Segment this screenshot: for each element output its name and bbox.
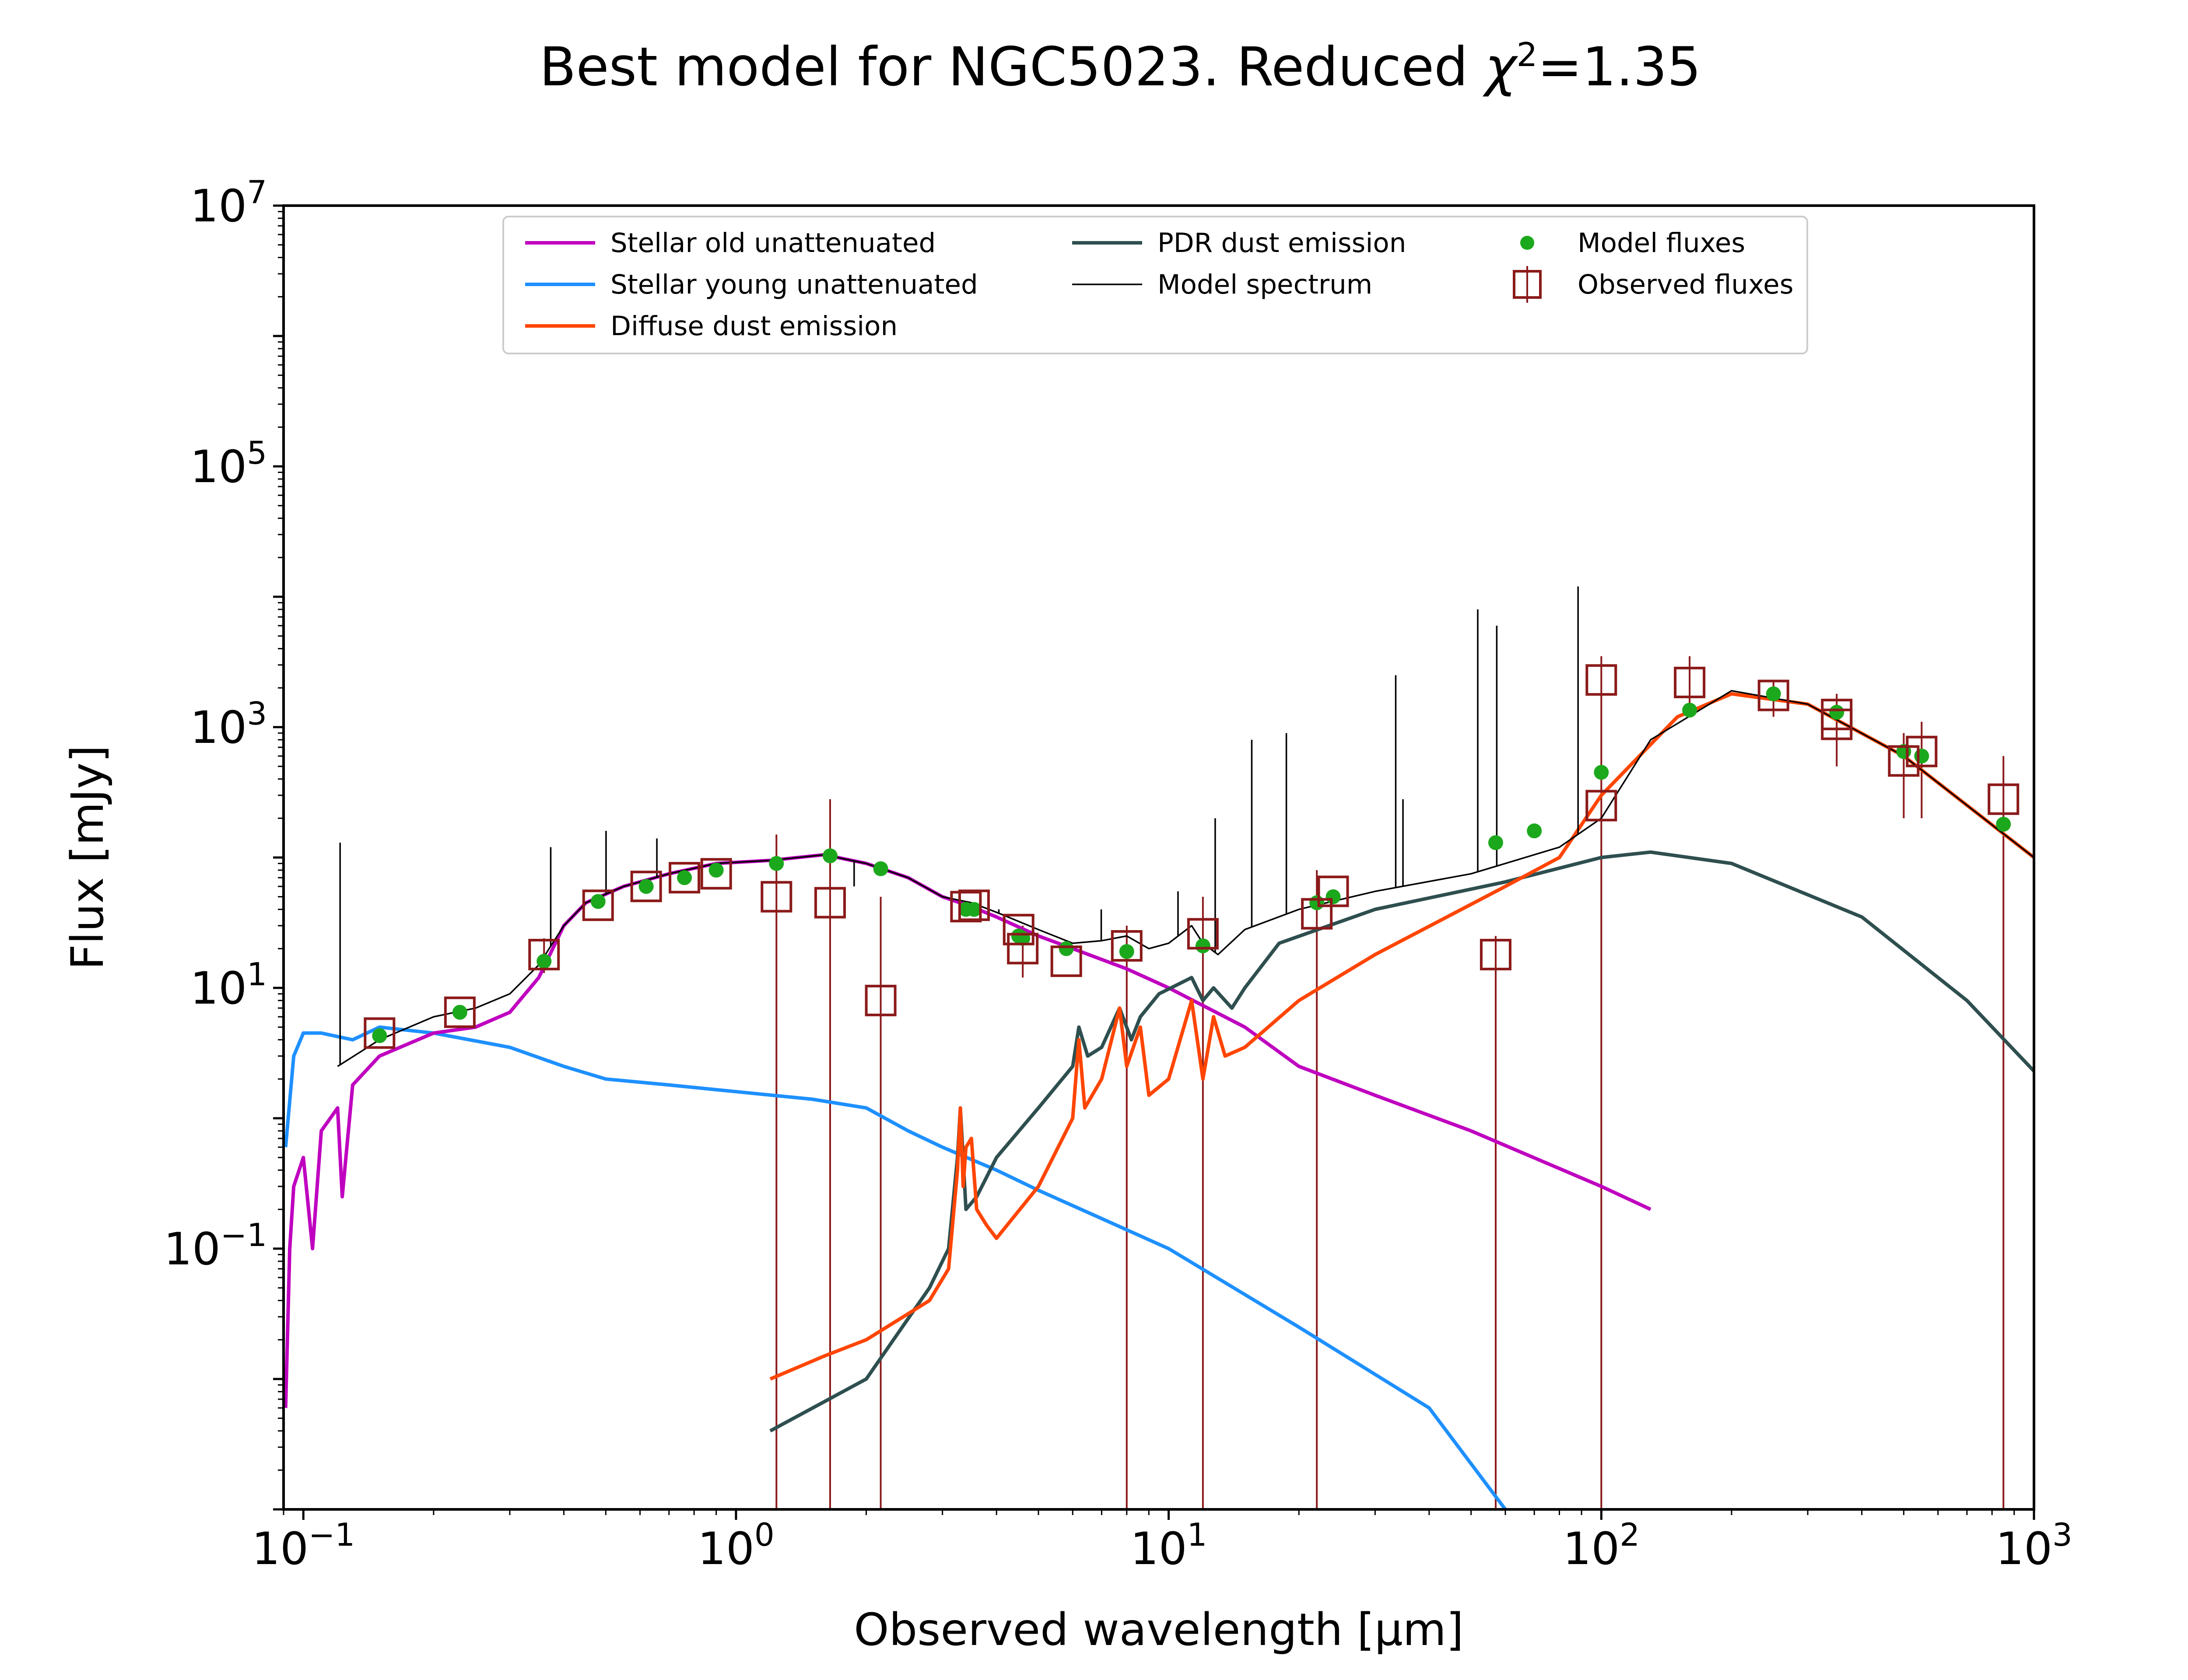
model-flux-point (452, 1004, 467, 1020)
model-flux-point (708, 862, 724, 878)
axis-ticks: 10−1 100 101 102 103 10−1 101 103 105 107 (164, 174, 2072, 1575)
axes-frame (282, 204, 2035, 1511)
plot-area (284, 586, 2034, 1509)
legend-item-pdr-dust-emission: PDR dust emission (1072, 228, 1406, 259)
x-tick-label: 102 (1563, 1516, 1640, 1575)
model-flux-point (1309, 895, 1325, 910)
legend: Stellar old unattenuated Stellar young un… (502, 216, 1808, 354)
model-flux-point (638, 879, 654, 894)
observed-flux-point (669, 862, 701, 894)
observed-flux-point (761, 881, 792, 913)
legend-label: Observed fluxes (1578, 269, 1793, 300)
model-flux-point (822, 848, 838, 864)
observed-flux-point (1301, 898, 1333, 930)
y-tick-label: 107 (190, 174, 267, 232)
legend-label: Stellar young unattenuated (610, 269, 978, 300)
observed-flux-point (582, 889, 614, 921)
model-flux-point (1527, 823, 1542, 839)
observed-flux-point (364, 1017, 396, 1049)
y-tick-label: 10−1 (164, 1217, 267, 1275)
model-flux-point (1682, 703, 1697, 718)
model-flux-point (1996, 816, 2011, 832)
y-axis-label: Flux [mJy] (62, 745, 114, 970)
legend-label: Model spectrum (1157, 269, 1372, 300)
observed-flux-point (814, 887, 846, 919)
model-flux-point (966, 902, 982, 917)
observed-flux-point (1187, 918, 1219, 950)
legend-label: Model fluxes (1578, 228, 1745, 259)
observed-flux-point (1585, 664, 1617, 696)
observed-flux-point (700, 858, 732, 890)
model-flux-point (1325, 889, 1341, 904)
model-flux-point (590, 894, 606, 909)
observed-flux-point (1317, 875, 1349, 907)
observed-flux-point (528, 938, 560, 970)
observed-flux-point (1821, 708, 1853, 740)
observed-flux-point (1757, 679, 1789, 711)
legend-label: Stellar old unattenuated (610, 228, 936, 259)
legend-item-model-fluxes: Model fluxes (1520, 228, 1745, 259)
model-flux-point (1766, 686, 1781, 701)
observed-flux-point (444, 996, 476, 1028)
observed-flux-point (1906, 735, 1938, 767)
model-flux-point (1059, 941, 1074, 956)
x-tick-label: 103 (1995, 1516, 2072, 1575)
model-flux-point (1488, 835, 1503, 850)
model-flux-point (536, 954, 552, 969)
legend-item-stellar-young-unattenuated: Stellar young unattenuated (525, 269, 978, 300)
observed-flux-point (950, 891, 982, 923)
model-flux-point (372, 1028, 387, 1043)
x-axis-label: Observed wavelength [μm] (854, 1604, 1464, 1656)
observed-flux-point (1988, 783, 2020, 815)
observed-flux-point (865, 984, 897, 1016)
model-flux-point (1594, 765, 1609, 780)
series-line-model-spectrum (337, 690, 2034, 1067)
legend-label: PDR dust emission (1157, 228, 1406, 259)
legend-item-model-spectrum: Model spectrum (1072, 269, 1372, 300)
legend-item-stellar-old-unattenuated: Stellar old unattenuated (525, 228, 936, 259)
x-tick-label: 10−1 (252, 1516, 355, 1575)
legend-label: Diffuse dust emission (610, 311, 898, 342)
x-tick-label: 101 (1130, 1516, 1207, 1575)
model-flux-point (769, 856, 784, 871)
observed-flux-point (1585, 790, 1617, 822)
legend-item-diffuse-dust-emission: Diffuse dust emission (525, 311, 898, 342)
model-flux-point (677, 870, 692, 886)
observed-flux-point (1480, 938, 1511, 970)
model-flux-point (1914, 749, 1929, 764)
y-tick-label: 105 (190, 434, 267, 493)
x-tick-label: 100 (698, 1516, 775, 1575)
observed-flux-point (1674, 666, 1706, 698)
legend-box (502, 216, 1808, 354)
model-flux-point (1119, 944, 1134, 959)
series-line-stellar-old-unattenuated (284, 853, 1652, 1408)
series-line-stellar-young-unattenuated (284, 1025, 1507, 1509)
observed-flux-point (1007, 933, 1039, 965)
chart-title: Best model for NGC5023. Reduced χ2=1.35 (540, 35, 1701, 98)
legend-marker (1520, 236, 1534, 250)
observed-flux-point (1111, 930, 1143, 962)
model-flux-point (1829, 705, 1844, 720)
model-flux-point (1195, 938, 1210, 953)
observed-flux-point (958, 889, 990, 921)
observed-flux-point (1050, 945, 1082, 977)
series-line-diffuse-dust-emission (769, 692, 2034, 1381)
observed-flux-point (1888, 745, 1920, 777)
y-tick-label: 101 (190, 956, 267, 1015)
legend-item-observed-fluxes: Observed fluxes (1513, 266, 1793, 303)
observed-flux-point (630, 871, 662, 903)
y-tick-label: 103 (190, 695, 267, 754)
model-flux-point (873, 861, 888, 876)
observed-flux-point (1003, 914, 1034, 945)
